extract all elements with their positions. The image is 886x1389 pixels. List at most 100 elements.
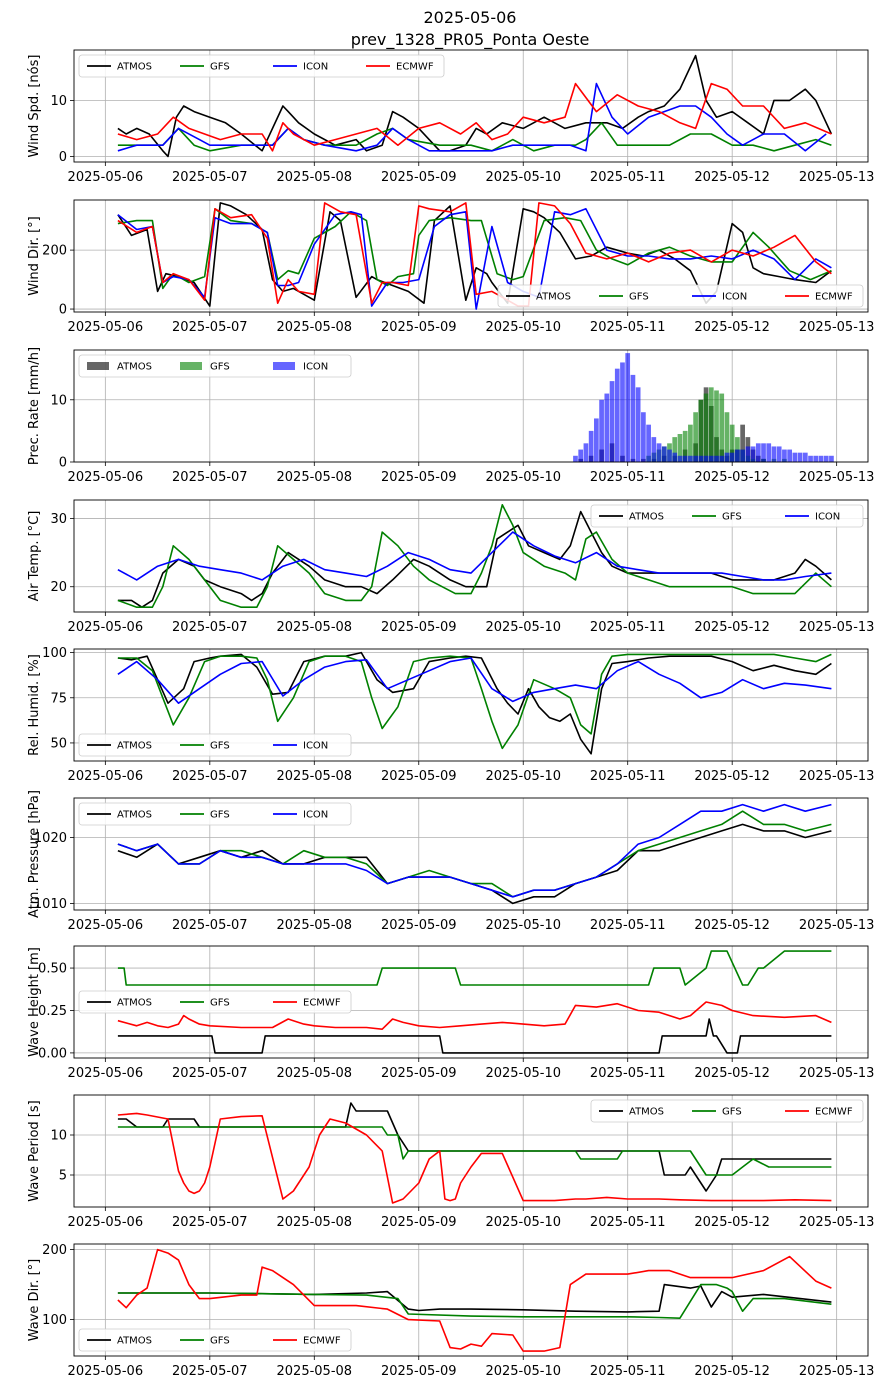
bar-icon <box>724 452 730 462</box>
legend: ATMOS GFS ECMWF <box>590 1099 864 1123</box>
x-tick-label: 2025-05-08 <box>277 320 353 335</box>
x-tick-label: 2025-05-06 <box>68 620 144 635</box>
series-line-ecmwf <box>117 1248 832 1352</box>
y-tick-label: 10 <box>50 1129 67 1144</box>
series-line-icon <box>117 531 832 581</box>
plot-area <box>117 54 833 158</box>
bar-icon <box>771 446 777 462</box>
y-axis-label: Air Temp. [°C] <box>27 511 42 602</box>
x-tick-label: 2025-05-10 <box>485 170 561 185</box>
x-tick-label: 2025-05-12 <box>694 470 770 485</box>
y-tick-label: 1010 <box>34 897 67 912</box>
legend-label-icon: ICON <box>722 292 747 303</box>
bar-icon <box>776 446 782 462</box>
x-tick-label: 2025-05-08 <box>277 769 353 784</box>
bar-icon <box>635 387 641 462</box>
bar-icon <box>656 443 662 462</box>
panel-1: 2025-05-06 2025-05-07 2025-05-08 2025-05-09… <box>27 199 875 335</box>
legend-label-icon: ICON <box>303 741 328 752</box>
figure-title-date: 2025-05-06 <box>424 8 517 27</box>
legend: ATMOS GFS ICON <box>78 354 352 378</box>
legend-swatch-atmos <box>87 362 109 370</box>
x-tick-label: 2025-05-11 <box>590 170 666 185</box>
y-axis-label: Wave Dir. [°] <box>27 1259 42 1342</box>
bar-icon <box>651 437 657 462</box>
bar-icon <box>573 455 578 462</box>
bar-icon <box>594 418 599 462</box>
bar-gfs <box>708 387 714 462</box>
plot-area <box>117 503 832 609</box>
bar-icon <box>661 446 667 462</box>
y-tick-label: 0 <box>59 303 67 318</box>
series-line-atmos <box>117 823 832 905</box>
y-axis-label: Wave Height [m] <box>27 947 42 1057</box>
legend-box <box>590 504 864 528</box>
x-tick-label: 2025-05-08 <box>277 470 353 485</box>
x-tick-label: 2025-05-08 <box>277 1364 353 1379</box>
plot-area <box>117 1248 832 1352</box>
x-tick-label: 2025-05-09 <box>381 918 457 933</box>
x-tick-label: 2025-05-10 <box>485 1364 561 1379</box>
bar-gfs <box>714 390 719 462</box>
y-tick-label: 30 <box>50 512 67 527</box>
bar-icon <box>667 449 672 462</box>
series-line-gfs <box>117 653 832 750</box>
legend-box <box>78 1328 352 1352</box>
x-tick-label: 2025-05-06 <box>68 470 144 485</box>
legend-label-icon: ICON <box>815 512 840 523</box>
bar-icon <box>745 446 751 462</box>
legend-swatch-gfs <box>180 362 202 370</box>
legend-label-icon: ICON <box>303 62 328 73</box>
legend-label-ecmwf: ECMWF <box>303 998 341 1009</box>
legend-label-atmos: ATMOS <box>117 62 152 73</box>
legend-label-ecmwf: ECMWF <box>303 1336 341 1347</box>
plot-area <box>117 651 832 755</box>
bar-gfs <box>729 424 735 462</box>
legend-box <box>78 54 445 78</box>
x-tick-label: 2025-05-07 <box>172 1215 248 1230</box>
x-tick-label: 2025-05-06 <box>68 320 144 335</box>
series-line-ecmwf <box>117 202 832 307</box>
y-tick-label: 100 <box>42 1313 67 1328</box>
panel-2: 2025-05-06 2025-05-07 2025-05-08 2025-05-09… <box>27 347 874 485</box>
x-tick-label: 2025-05-13 <box>799 918 875 933</box>
x-tick-label: 2025-05-10 <box>485 918 561 933</box>
x-tick-label: 2025-05-13 <box>799 320 875 335</box>
x-tick-label: 2025-05-06 <box>68 1215 144 1230</box>
bar-icon <box>813 455 819 462</box>
x-tick-label: 2025-05-11 <box>590 1066 666 1081</box>
x-tick-label: 2025-05-12 <box>694 918 770 933</box>
y-axis-label: Atm. Pressure [hPa] <box>27 790 42 918</box>
x-tick-label: 2025-05-10 <box>485 320 561 335</box>
x-tick-label: 2025-05-06 <box>68 170 144 185</box>
legend-label-ecmwf: ECMWF <box>815 292 853 303</box>
series-line-gfs <box>117 950 832 986</box>
bar-icon <box>823 455 829 462</box>
y-axis-label: Wind Spd. [nós] <box>27 55 42 158</box>
axes-frame <box>73 1243 869 1357</box>
y-tick-label: 0.00 <box>38 1046 67 1061</box>
bar-icon <box>688 455 693 462</box>
bar-gfs <box>677 434 683 462</box>
x-tick-label: 2025-05-13 <box>799 470 875 485</box>
legend-swatch-icon <box>273 362 295 370</box>
bar-icon <box>735 449 740 462</box>
axes-frame <box>73 349 869 463</box>
x-tick-label: 2025-05-09 <box>381 620 457 635</box>
figure-title-station: prev_1328_PR05_Ponta Oeste <box>351 30 590 50</box>
bar-gfs <box>698 399 704 462</box>
bar-icon <box>620 362 625 462</box>
bar-gfs <box>672 437 678 462</box>
bar-icon <box>578 449 584 462</box>
bar-icon <box>829 455 834 462</box>
legend-box <box>78 733 352 757</box>
x-tick-label: 2025-05-12 <box>694 620 770 635</box>
y-tick-label: 0.50 <box>38 962 67 977</box>
bar-gfs <box>724 412 730 462</box>
bar-icon <box>641 412 646 462</box>
x-tick-label: 2025-05-07 <box>172 918 248 933</box>
x-tick-label: 2025-05-11 <box>590 620 666 635</box>
legend-label-atmos: ATMOS <box>117 998 152 1009</box>
y-tick-label: 1020 <box>34 831 67 846</box>
x-tick-label: 2025-05-11 <box>590 1364 666 1379</box>
